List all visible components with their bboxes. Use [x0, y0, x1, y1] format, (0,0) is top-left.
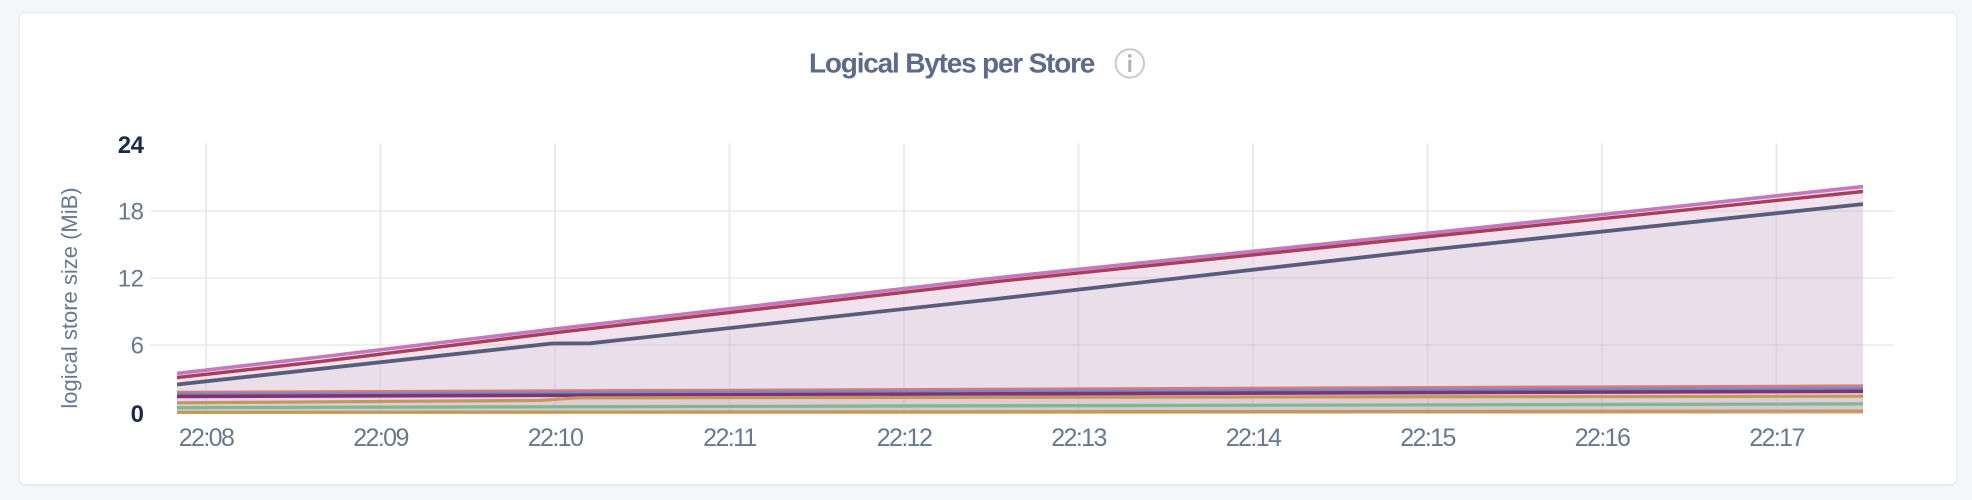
- svg-text:22:11: 22:11: [703, 424, 756, 452]
- svg-text:22:09: 22:09: [353, 424, 408, 452]
- svg-text:24: 24: [118, 132, 145, 159]
- svg-text:logical store size (MiB): logical store size (MiB): [57, 187, 82, 408]
- svg-text:22:17: 22:17: [1749, 424, 1804, 452]
- svg-text:0: 0: [131, 401, 144, 428]
- svg-text:6: 6: [131, 333, 144, 360]
- svg-text:Logical Bytes per Store: Logical Bytes per Store: [809, 48, 1095, 79]
- svg-text:18: 18: [118, 199, 144, 226]
- svg-text:22:13: 22:13: [1051, 424, 1106, 452]
- svg-text:12: 12: [118, 266, 144, 293]
- svg-text:22:10: 22:10: [528, 424, 583, 452]
- svg-text:22:16: 22:16: [1575, 424, 1630, 452]
- svg-text:22:12: 22:12: [877, 424, 932, 452]
- svg-text:22:15: 22:15: [1400, 424, 1455, 452]
- svg-text:22:08: 22:08: [179, 424, 234, 452]
- svg-text:22:14: 22:14: [1226, 424, 1282, 452]
